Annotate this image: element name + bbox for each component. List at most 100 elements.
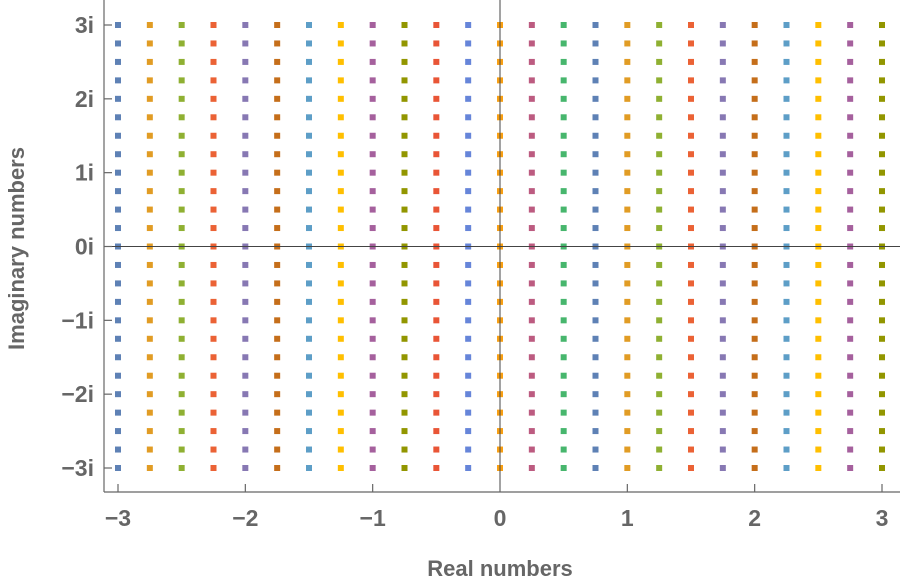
data-point [879,114,885,121]
data-point [592,132,599,139]
data-point [210,465,217,471]
data-point [242,335,249,342]
data-point [369,22,376,28]
data-point [783,40,790,47]
data-point [465,280,472,287]
data-point [401,225,408,232]
data-point [719,151,726,158]
data-point [719,114,726,121]
data-point [783,335,790,342]
data-point [274,169,281,176]
data-point [369,298,376,305]
data-point [528,58,535,65]
data-point [433,446,440,453]
data-point [210,225,217,232]
data-point [146,95,153,102]
data-point [879,446,885,453]
data-point [242,40,249,47]
data-point [433,169,440,176]
data-point [624,151,631,158]
data-point [656,372,663,379]
data-point [306,428,312,435]
data-point [178,169,185,176]
data-point [337,132,344,139]
data-point [306,77,312,84]
data-point [178,446,185,453]
data-point [369,151,376,158]
data-point [115,261,121,268]
data-point [337,114,344,121]
data-point [847,132,854,139]
data-point [274,22,281,28]
data-point [465,372,472,379]
data-point [751,58,758,65]
data-point [433,298,440,305]
data-point [369,206,376,213]
data-point [879,261,885,268]
data-point [592,58,599,65]
data-point [783,132,790,139]
data-point [815,280,822,287]
data-point [560,354,567,361]
data-point [656,58,663,65]
data-point [337,151,344,158]
data-point [465,95,472,102]
data-point [624,354,631,361]
data-point [178,95,185,102]
data-point [656,132,663,139]
data-point [242,446,249,453]
data-point [115,225,121,232]
data-point [210,354,217,361]
data-point [656,335,663,342]
data-point [401,391,408,398]
data-point [369,428,376,435]
data-point [656,206,663,213]
data-point [656,188,663,195]
data-point [719,40,726,47]
data-point [274,95,281,102]
data-point [433,335,440,342]
data-point [592,409,599,416]
data-point [815,335,822,342]
data-point [146,169,153,176]
data-point [242,206,249,213]
data-point [242,372,249,379]
data-point [719,206,726,213]
data-point [560,391,567,398]
data-point [656,391,663,398]
data-point [879,58,885,65]
data-point [433,225,440,232]
data-point [592,22,599,28]
data-point [178,40,185,47]
data-point [879,225,885,232]
y-tick-label: 0i [75,234,94,260]
data-point [592,428,599,435]
data-point [879,95,885,102]
data-point [306,446,312,453]
y-tick-label: −1i [61,307,94,333]
data-point [815,95,822,102]
data-point [560,298,567,305]
data-point [624,206,631,213]
data-point [751,95,758,102]
data-point [178,335,185,342]
data-point [465,169,472,176]
data-point [433,428,440,435]
data-point [210,206,217,213]
data-point [274,409,281,416]
data-point [401,95,408,102]
data-point [688,280,694,287]
data-point [815,261,822,268]
data-point [592,77,599,84]
data-point [847,409,854,416]
data-point [242,409,249,416]
data-point [751,354,758,361]
data-point [719,169,726,176]
data-point [306,261,312,268]
data-point [146,409,153,416]
data-point [879,317,885,324]
data-point [274,280,281,287]
data-point [560,409,567,416]
data-point [783,225,790,232]
